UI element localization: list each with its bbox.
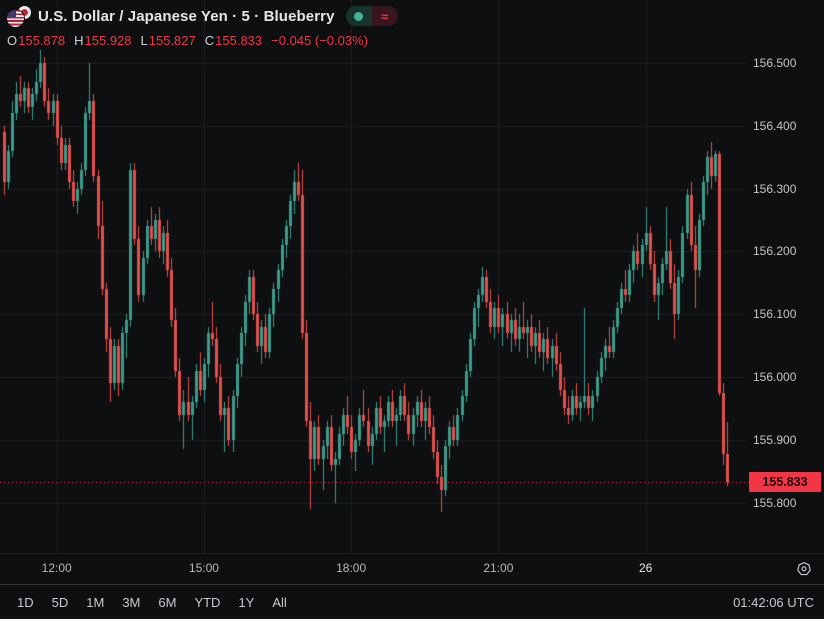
time-tick-label: 26: [638, 561, 653, 575]
delayed-data-icon: ≈: [371, 6, 398, 26]
ohlc-open: O 155.878: [7, 33, 66, 48]
range-button-1d[interactable]: 1D: [10, 592, 41, 613]
range-button-1m[interactable]: 1M: [79, 592, 111, 613]
chart-header: U.S. Dollar / Japanese Yen · 5 · Blueber…: [7, 4, 398, 48]
last-price-label: 155.833: [749, 471, 821, 492]
date-range-switcher: 1D 5D 1M 3M 6M YTD 1Y All: [10, 592, 294, 613]
us-flag-icon: [7, 9, 24, 27]
clock-utc[interactable]: 01:42:06 UTC: [733, 594, 814, 610]
range-button-ytd[interactable]: YTD: [187, 592, 227, 613]
time-tick-label: 21:00: [483, 561, 514, 575]
price-axis[interactable]: 156.500 156.400 156.300 156.200 156.100 156.0…: [746, 0, 824, 553]
axis-settings-icon[interactable]: [793, 558, 815, 580]
ohlc-readout: O 155.878 H 155.928 L 155.827 C 155.833 …: [7, 33, 398, 48]
ohlc-low: L 155.827: [140, 33, 196, 48]
price-tick-label: 156.200: [753, 244, 797, 259]
range-button-all[interactable]: All: [265, 592, 293, 613]
time-tick-label: 12:00: [41, 561, 72, 575]
price-tick-label: 155.800: [753, 495, 797, 510]
time-axis[interactable]: 12:00 15:00 18:00 21:00 26: [0, 553, 824, 584]
price-change: −0.045 (−0.03%): [271, 33, 368, 48]
time-tick-label: 18:00: [336, 561, 367, 575]
range-button-6m[interactable]: 6M: [151, 592, 183, 613]
price-tick-label: 156.500: [753, 56, 797, 70]
time-tick-label: 15:00: [188, 561, 219, 575]
ohlc-high: H 155.928: [74, 33, 132, 48]
range-button-1y[interactable]: 1Y: [231, 592, 261, 613]
price-tick-label: 156.300: [753, 181, 797, 196]
range-button-5d[interactable]: 5D: [45, 592, 76, 613]
price-tick-label: 156.100: [753, 307, 797, 322]
symbol-title-row: U.S. Dollar / Japanese Yen · 5 · Blueber…: [7, 4, 398, 28]
market-status-pill[interactable]: ≈: [345, 6, 398, 26]
price-tick-label: 156.000: [753, 370, 797, 384]
ohlc-close: C 155.833: [204, 33, 263, 48]
price-tick-label: 155.900: [753, 432, 797, 447]
price-tick-label: 156.400: [753, 118, 797, 133]
range-button-3m[interactable]: 3M: [115, 592, 147, 613]
usdjpy-flag-icon: [7, 5, 31, 27]
symbol-title[interactable]: U.S. Dollar / Japanese Yen · 5 · Blueber…: [38, 7, 335, 25]
market-open-dot-icon: [354, 11, 364, 21]
bottom-toolbar: 1D 5D 1M 3M 6M YTD 1Y All 01:42:06 UTC: [0, 584, 824, 619]
candlestick-chart-canvas[interactable]: [0, 0, 824, 553]
market-open-status: [345, 6, 372, 26]
